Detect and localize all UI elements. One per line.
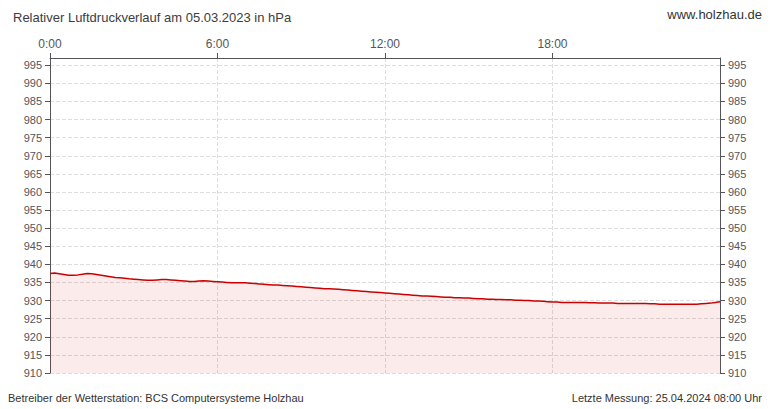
svg-text:18:00: 18:00 bbox=[537, 37, 567, 51]
svg-text:925: 925 bbox=[728, 313, 746, 325]
svg-text:990: 990 bbox=[24, 77, 42, 89]
svg-text:995: 995 bbox=[24, 59, 42, 71]
svg-text:985: 985 bbox=[728, 95, 746, 107]
svg-text:990: 990 bbox=[728, 77, 746, 89]
svg-text:955: 955 bbox=[728, 204, 746, 216]
svg-text:975: 975 bbox=[24, 132, 42, 144]
svg-text:915: 915 bbox=[24, 349, 42, 361]
svg-text:12:00: 12:00 bbox=[370, 37, 400, 51]
svg-text:Letzte Messung: 25.04.2024 08:: Letzte Messung: 25.04.2024 08:00 Uhr bbox=[572, 392, 763, 404]
svg-text:Relativer Luftdruckverlauf am: Relativer Luftdruckverlauf am 05.03.2023… bbox=[13, 10, 292, 25]
svg-text:920: 920 bbox=[728, 331, 746, 343]
svg-text:6:00: 6:00 bbox=[206, 37, 230, 51]
svg-text:945: 945 bbox=[24, 240, 42, 252]
svg-text:935: 935 bbox=[24, 276, 42, 288]
svg-text:950: 950 bbox=[728, 222, 746, 234]
svg-text:940: 940 bbox=[24, 258, 42, 270]
svg-text:915: 915 bbox=[728, 349, 746, 361]
svg-text:960: 960 bbox=[24, 186, 42, 198]
svg-text:965: 965 bbox=[728, 168, 746, 180]
svg-text:0:00: 0:00 bbox=[38, 37, 62, 51]
svg-text:925: 925 bbox=[24, 313, 42, 325]
svg-text:930: 930 bbox=[24, 295, 42, 307]
svg-text:975: 975 bbox=[728, 132, 746, 144]
svg-text:www.holzhau.de: www.holzhau.de bbox=[666, 7, 762, 22]
svg-text:980: 980 bbox=[24, 114, 42, 126]
svg-text:960: 960 bbox=[728, 186, 746, 198]
svg-text:985: 985 bbox=[24, 95, 42, 107]
svg-text:920: 920 bbox=[24, 331, 42, 343]
svg-text:Betreiber der Wetterstation: B: Betreiber der Wetterstation: BCS Compute… bbox=[8, 392, 304, 404]
svg-text:940: 940 bbox=[728, 258, 746, 270]
svg-text:970: 970 bbox=[728, 150, 746, 162]
svg-text:910: 910 bbox=[728, 367, 746, 379]
svg-text:930: 930 bbox=[728, 295, 746, 307]
svg-text:970: 970 bbox=[24, 150, 42, 162]
svg-text:980: 980 bbox=[728, 114, 746, 126]
svg-text:955: 955 bbox=[24, 204, 42, 216]
svg-text:945: 945 bbox=[728, 240, 746, 252]
svg-text:950: 950 bbox=[24, 222, 42, 234]
svg-text:995: 995 bbox=[728, 59, 746, 71]
svg-text:965: 965 bbox=[24, 168, 42, 180]
svg-text:935: 935 bbox=[728, 276, 746, 288]
svg-text:910: 910 bbox=[24, 367, 42, 379]
